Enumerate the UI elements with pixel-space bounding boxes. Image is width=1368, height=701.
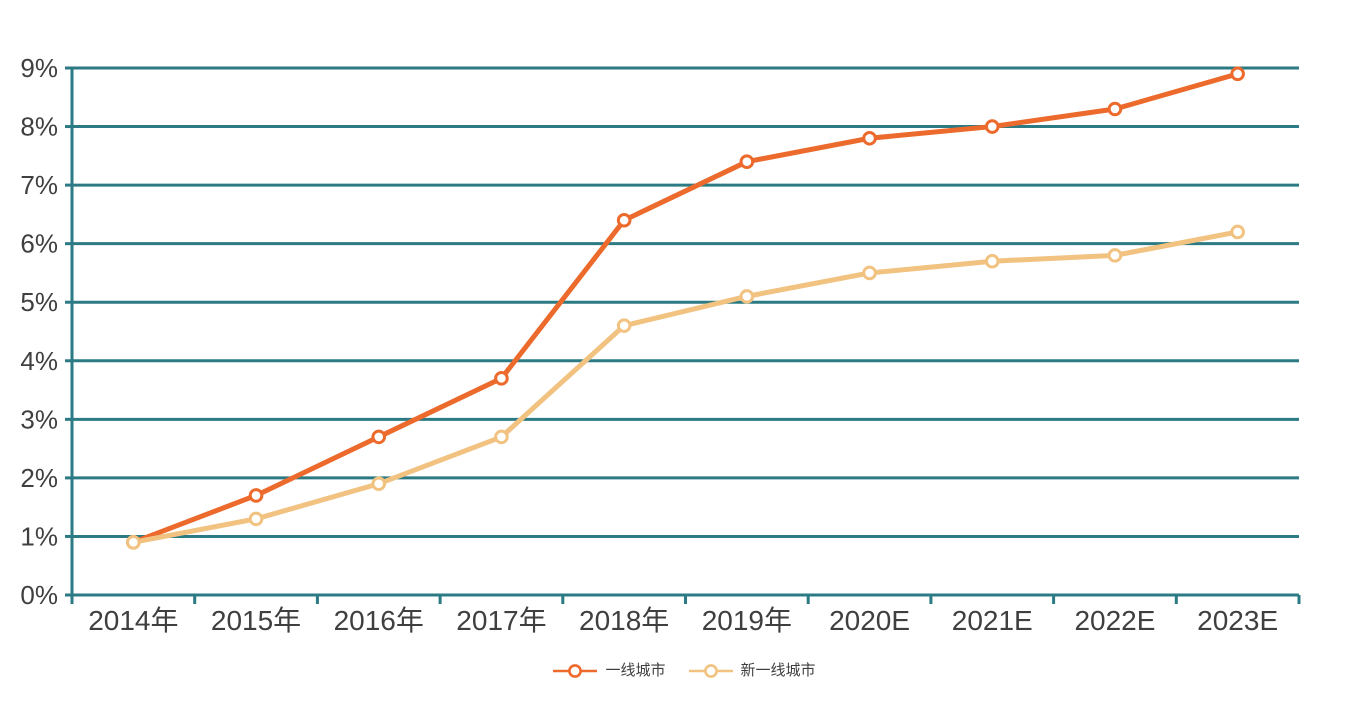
data-point-marker[interactable] [984,253,1000,269]
x-tick-label: 2014年 [88,605,178,636]
y-tick-label: 8% [20,112,58,142]
x-tick-label: 2019年 [702,605,792,636]
y-tick-label: 4% [20,346,58,376]
data-point-marker[interactable] [739,289,755,304]
y-tick-label: 9% [20,53,58,83]
y-tick-label: 5% [20,287,58,317]
series-lines [126,66,1245,550]
data-point-marker[interactable] [862,130,877,146]
data-point-marker[interactable] [1230,66,1245,82]
series-line-0 [130,71,1241,545]
y-tick-label: 1% [20,521,58,551]
x-tick-label: 2016年 [334,605,424,636]
y-tick-label: 0% [20,580,58,610]
gridlines [72,66,1299,538]
x-tick-label: 2017年 [456,605,546,636]
data-point-marker[interactable] [1230,224,1245,240]
data-point-marker[interactable] [984,119,1000,134]
data-point-marker[interactable] [1107,101,1123,117]
y-tick-label: 3% [20,404,58,434]
x-tick-label: 2020E [829,605,910,636]
data-point-marker[interactable] [1107,248,1123,263]
data-point-marker[interactable] [616,212,632,228]
legend: 一线城市 新一线城市 [0,662,1368,680]
data-point-marker[interactable] [248,488,264,503]
legend-line-marker-icon [553,664,598,678]
series-line-1 [130,229,1241,545]
data-point-marker[interactable] [494,429,509,445]
data-point-marker[interactable] [371,476,387,492]
legend-line-marker-icon [688,664,733,678]
axes [65,66,1301,604]
legend-item-new-tier1-cities[interactable]: 新一线城市 [688,662,816,680]
plot-area: 0% 1% 2% 3% 4% 5% 6% 7% 8% 9% 2014年 2015年 2016年 2017年… [20,53,1301,636]
data-point-marker[interactable] [248,511,264,527]
data-point-marker[interactable] [371,429,387,445]
data-point-marker[interactable] [739,154,755,169]
data-point-marker[interactable] [862,265,877,281]
y-tick-label: 2% [20,463,58,493]
legend-label-tier1-cities: 一线城市 [605,662,666,679]
legend-label-new-tier1-cities: 新一线城市 [740,662,816,679]
data-point-marker[interactable] [126,535,141,550]
y-tick-label: 6% [20,229,58,259]
x-tick-label: 2021E [952,605,1033,636]
legend-item-tier1-cities[interactable]: 一线城市 [552,662,666,680]
x-tick-label: 2018年 [579,605,669,636]
y-tick-label: 7% [20,170,58,200]
data-point-marker[interactable] [494,371,509,386]
x-tick-label: 2022E [1074,605,1155,636]
x-tick-label: 2023E [1197,605,1278,636]
data-point-marker[interactable] [616,318,632,333]
x-tick-label: 2015年 [211,605,301,636]
axis-labels: 0% 1% 2% 3% 4% 5% 6% 7% 8% 9% 2014年 2015年 2016年 2017年… [20,53,1278,636]
